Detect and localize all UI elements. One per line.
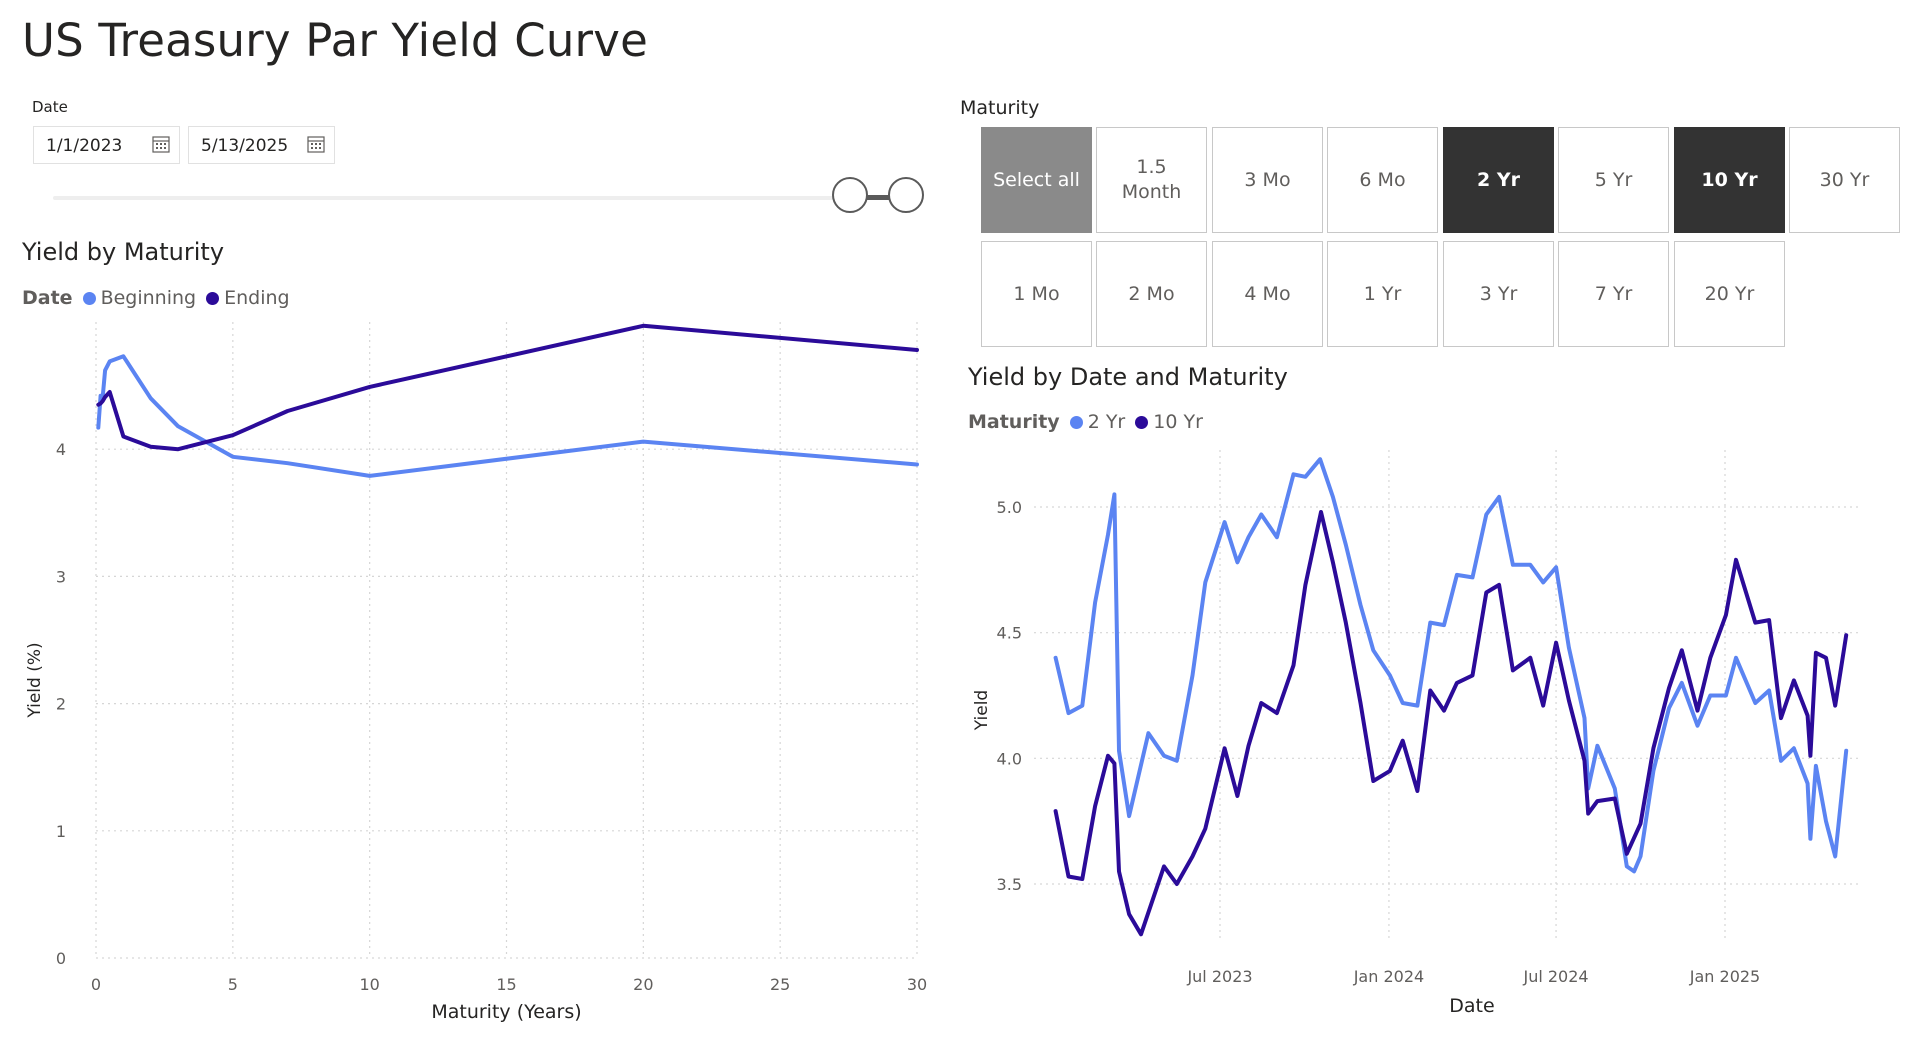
x-tick-label: Jul 2023: [1186, 967, 1252, 986]
legend-label: Beginning: [100, 287, 197, 309]
maturity-tile-1-mo[interactable]: 1 Mo: [981, 241, 1092, 347]
calendar-icon[interactable]: [151, 134, 171, 154]
legend-label: Ending: [224, 287, 290, 309]
series-line-ending: [96, 323, 919, 452]
maturity-tile-select-all[interactable]: Select all: [981, 127, 1092, 233]
maturity-tile-5-yr[interactable]: 5 Yr: [1558, 127, 1669, 233]
maturity-tile-1-yr[interactable]: 1 Yr: [1327, 241, 1438, 347]
series-line-beginning: [96, 354, 919, 478]
y-tick-label: 5.0: [997, 498, 1022, 517]
x-tick-label: 20: [633, 975, 653, 994]
legend-label: 10 Yr: [1153, 411, 1203, 433]
x-axis-label: Maturity (Years): [431, 1001, 581, 1023]
maturity-tile-4-mo[interactable]: 4 Mo: [1212, 241, 1323, 347]
legend-item-beginning[interactable]: Beginning: [82, 287, 197, 309]
x-tick-label: 5: [228, 975, 238, 994]
maturity-tile-1-5-month[interactable]: 1.5 Month: [1096, 127, 1207, 233]
range-start-handle[interactable]: [832, 177, 868, 213]
x-tick-label: Jan 2024: [1353, 967, 1424, 986]
maturity-tile-10-yr[interactable]: 10 Yr: [1674, 127, 1785, 233]
maturity-slicer-label: Maturity: [960, 97, 1040, 119]
x-axis-label: Date: [1449, 995, 1494, 1017]
series-line-2-yr: [1053, 457, 1849, 874]
maturity-tile-2-mo[interactable]: 2 Mo: [1096, 241, 1207, 347]
chart-title-yield-by-date: Yield by Date and Maturity: [968, 363, 1288, 391]
date-range-track[interactable]: [53, 196, 923, 200]
x-tick-label: 25: [770, 975, 790, 994]
calendar-icon[interactable]: [306, 134, 326, 154]
legend-title: Date: [22, 287, 73, 309]
maturity-tile-7-yr[interactable]: 7 Yr: [1558, 241, 1669, 347]
y-tick-label: 4.5: [997, 624, 1022, 643]
start-date-value: 1/1/2023: [46, 136, 123, 156]
legend-dot: [82, 291, 96, 305]
legend-dot: [206, 291, 220, 305]
maturity-tile-20-yr[interactable]: 20 Yr: [1674, 241, 1785, 347]
x-tick-label: 10: [359, 975, 379, 994]
maturity-tile-3-mo[interactable]: 3 Mo: [1212, 127, 1323, 233]
range-end-handle[interactable]: [888, 177, 924, 213]
legend-item-10yr[interactable]: 10 Yr: [1135, 411, 1203, 433]
maturity-tile-30-yr[interactable]: 30 Yr: [1789, 127, 1900, 233]
maturity-tile-2-yr[interactable]: 2 Yr: [1443, 127, 1554, 233]
legend-yield-by-date: Maturity 2 Yr 10 Yr: [968, 411, 1213, 433]
y-tick-label: 4.0: [997, 749, 1022, 768]
y-axis-label: Yield: [972, 690, 992, 731]
legend-item-2yr[interactable]: 2 Yr: [1069, 411, 1126, 433]
maturity-tile-3-yr[interactable]: 3 Yr: [1443, 241, 1554, 347]
y-axis-label: Yield (%): [25, 642, 45, 718]
legend-label: 2 Yr: [1087, 411, 1126, 433]
y-tick-label: 1: [56, 822, 66, 841]
legend-yield-by-maturity: Date Beginning Ending: [22, 287, 300, 309]
end-date-value: 5/13/2025: [201, 136, 289, 156]
y-tick-label: 4: [56, 440, 66, 459]
y-tick-label: 3.5: [997, 875, 1022, 894]
end-date-input[interactable]: 5/13/2025: [188, 126, 335, 164]
range-handle-link: [866, 195, 890, 200]
y-tick-label: 3: [56, 567, 66, 586]
start-date-input[interactable]: 1/1/2023: [33, 126, 180, 164]
y-tick-label: 2: [56, 695, 66, 714]
x-tick-label: Jan 2025: [1689, 967, 1760, 986]
legend-dot: [1135, 415, 1149, 429]
legend-dot: [1069, 415, 1083, 429]
x-tick-label: 15: [496, 975, 516, 994]
x-tick-label: Jul 2024: [1522, 967, 1588, 986]
date-slicer-label: Date: [32, 98, 68, 116]
y-tick-label: 0: [56, 949, 66, 968]
series-line-10-yr: [1053, 510, 1849, 937]
page-title: US Treasury Par Yield Curve: [22, 14, 648, 67]
legend-title: Maturity: [968, 411, 1060, 433]
chart-title-yield-by-maturity: Yield by Maturity: [22, 238, 225, 266]
x-tick-label: 0: [91, 975, 101, 994]
x-tick-label: 30: [907, 975, 927, 994]
legend-item-ending[interactable]: Ending: [206, 287, 290, 309]
maturity-tile-6-mo[interactable]: 6 Mo: [1327, 127, 1438, 233]
